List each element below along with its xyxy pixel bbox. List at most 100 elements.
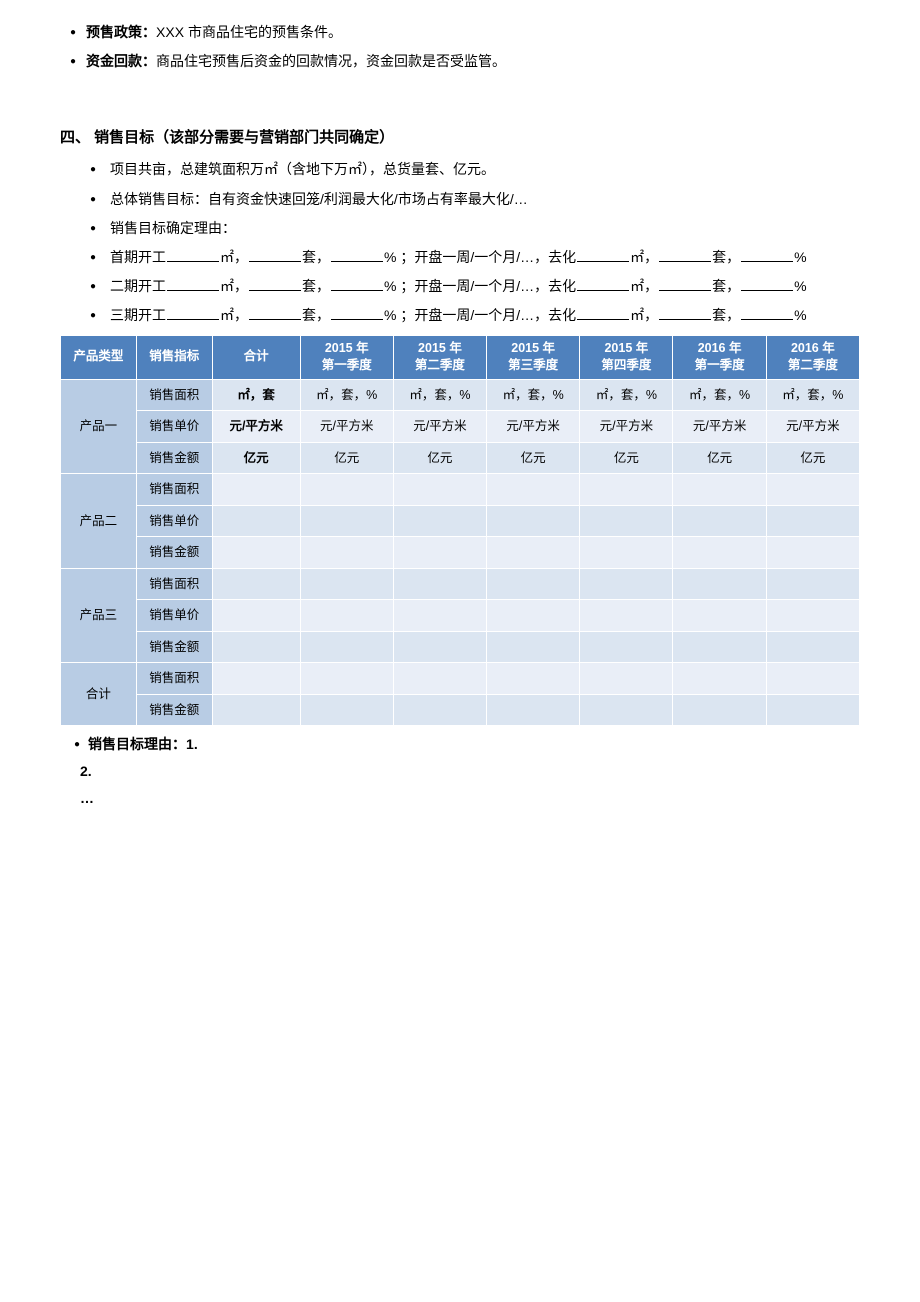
product-name-cell: 产品三 <box>61 568 137 663</box>
footer-reason-2: 2. <box>60 759 860 784</box>
total-cell <box>212 600 300 632</box>
data-cell <box>580 537 673 569</box>
data-cell <box>393 694 486 726</box>
data-cell <box>393 537 486 569</box>
data-cell <box>487 505 580 537</box>
metric-cell: 销售面积 <box>136 663 212 695</box>
data-cell: ㎡，套，% <box>766 379 859 411</box>
table-header-cell: 2015 年第三季度 <box>487 335 580 379</box>
data-cell: 亿元 <box>580 442 673 474</box>
data-cell <box>580 663 673 695</box>
data-cell <box>766 631 859 663</box>
table-header-cell: 2015 年第一季度 <box>300 335 393 379</box>
data-cell <box>673 631 766 663</box>
data-cell <box>580 694 673 726</box>
table-header-cell: 销售指标 <box>136 335 212 379</box>
metric-cell: 销售金额 <box>136 631 212 663</box>
metric-cell: 销售单价 <box>136 600 212 632</box>
data-cell <box>673 694 766 726</box>
data-cell: 元/平方米 <box>673 411 766 443</box>
data-cell <box>487 537 580 569</box>
data-cell <box>487 568 580 600</box>
data-cell <box>766 600 859 632</box>
table-header-cell: 2015 年第四季度 <box>580 335 673 379</box>
data-cell: ㎡，套，% <box>487 379 580 411</box>
data-cell: 亿元 <box>766 442 859 474</box>
phase-line: 三期开工㎡，套，% ；开盘一周/一个月/…，去化㎡，套，% <box>60 303 860 328</box>
footer-reason-3: … <box>60 786 860 811</box>
data-cell <box>393 474 486 506</box>
data-cell <box>766 694 859 726</box>
product-name-cell: 产品二 <box>61 474 137 569</box>
data-cell <box>766 505 859 537</box>
data-cell: ㎡，套，% <box>393 379 486 411</box>
data-cell <box>580 568 673 600</box>
data-cell <box>393 505 486 537</box>
total-cell <box>212 631 300 663</box>
total-cell: ㎡，套 <box>212 379 300 411</box>
table-row: 销售单价 <box>61 505 860 537</box>
data-cell: ㎡，套，% <box>673 379 766 411</box>
data-cell: 元/平方米 <box>393 411 486 443</box>
table-header-cell: 2016 年第一季度 <box>673 335 766 379</box>
data-cell <box>580 474 673 506</box>
data-cell <box>673 568 766 600</box>
table-row: 销售单价 <box>61 600 860 632</box>
total-cell <box>212 568 300 600</box>
table-row: 销售单价元/平方米元/平方米元/平方米元/平方米元/平方米元/平方米元/平方米 <box>61 411 860 443</box>
table-row: 合计销售面积 <box>61 663 860 695</box>
data-cell <box>487 663 580 695</box>
metric-cell: 销售面积 <box>136 568 212 600</box>
metric-cell: 销售单价 <box>136 505 212 537</box>
total-cell <box>212 694 300 726</box>
data-cell: 亿元 <box>393 442 486 474</box>
text: 商品住宅预售后资金的回款情况，资金回款是否受监管。 <box>156 53 506 69</box>
data-cell <box>673 505 766 537</box>
table-header-cell: 2016 年第二季度 <box>766 335 859 379</box>
table-row: 销售金额 <box>61 694 860 726</box>
data-cell <box>673 600 766 632</box>
data-cell: 亿元 <box>673 442 766 474</box>
product-name-cell: 合计 <box>61 663 137 726</box>
table-row: 产品三销售面积 <box>61 568 860 600</box>
data-cell <box>300 600 393 632</box>
metric-cell: 销售金额 <box>136 537 212 569</box>
section-heading: 四、 销售目标（该部分需要与营销部门共同确定） <box>60 124 860 151</box>
total-cell <box>212 474 300 506</box>
data-cell: 元/平方米 <box>300 411 393 443</box>
data-cell <box>580 600 673 632</box>
sub-bullet: 总体销售目标：自有资金快速回笼/利润最大化/市场占有率最大化/… <box>60 187 860 212</box>
data-cell <box>487 694 580 726</box>
table-header-row: 产品类型销售指标合计2015 年第一季度2015 年第二季度2015 年第三季度… <box>61 335 860 379</box>
label: 预售政策： <box>86 24 156 40</box>
total-cell <box>212 663 300 695</box>
data-cell <box>766 474 859 506</box>
data-cell: ㎡，套，% <box>580 379 673 411</box>
data-cell <box>673 663 766 695</box>
table-row: 销售金额 <box>61 537 860 569</box>
product-name-cell: 产品一 <box>61 379 137 474</box>
data-cell: 元/平方米 <box>580 411 673 443</box>
metric-cell: 销售金额 <box>136 442 212 474</box>
data-cell <box>487 600 580 632</box>
data-cell <box>300 694 393 726</box>
data-cell <box>300 631 393 663</box>
data-cell <box>393 600 486 632</box>
table-row: 产品一销售面积㎡，套㎡，套，%㎡，套，%㎡，套，%㎡，套，%㎡，套，%㎡，套，% <box>61 379 860 411</box>
data-cell <box>766 663 859 695</box>
metric-cell: 销售面积 <box>136 474 212 506</box>
data-cell: 元/平方米 <box>487 411 580 443</box>
data-cell <box>393 631 486 663</box>
phase-line: 首期开工㎡，套，% ；开盘一周/一个月/…，去化㎡，套，% <box>60 245 860 270</box>
data-cell <box>300 568 393 600</box>
data-cell <box>766 568 859 600</box>
data-cell: 亿元 <box>487 442 580 474</box>
data-cell <box>300 474 393 506</box>
data-cell <box>300 505 393 537</box>
metric-cell: 销售面积 <box>136 379 212 411</box>
data-cell <box>766 537 859 569</box>
metric-cell: 销售单价 <box>136 411 212 443</box>
total-cell <box>212 537 300 569</box>
sub-bullet: 项目共亩，总建筑面积万㎡（含地下万㎡），总货量套、亿元。 <box>60 157 860 182</box>
total-cell: 亿元 <box>212 442 300 474</box>
